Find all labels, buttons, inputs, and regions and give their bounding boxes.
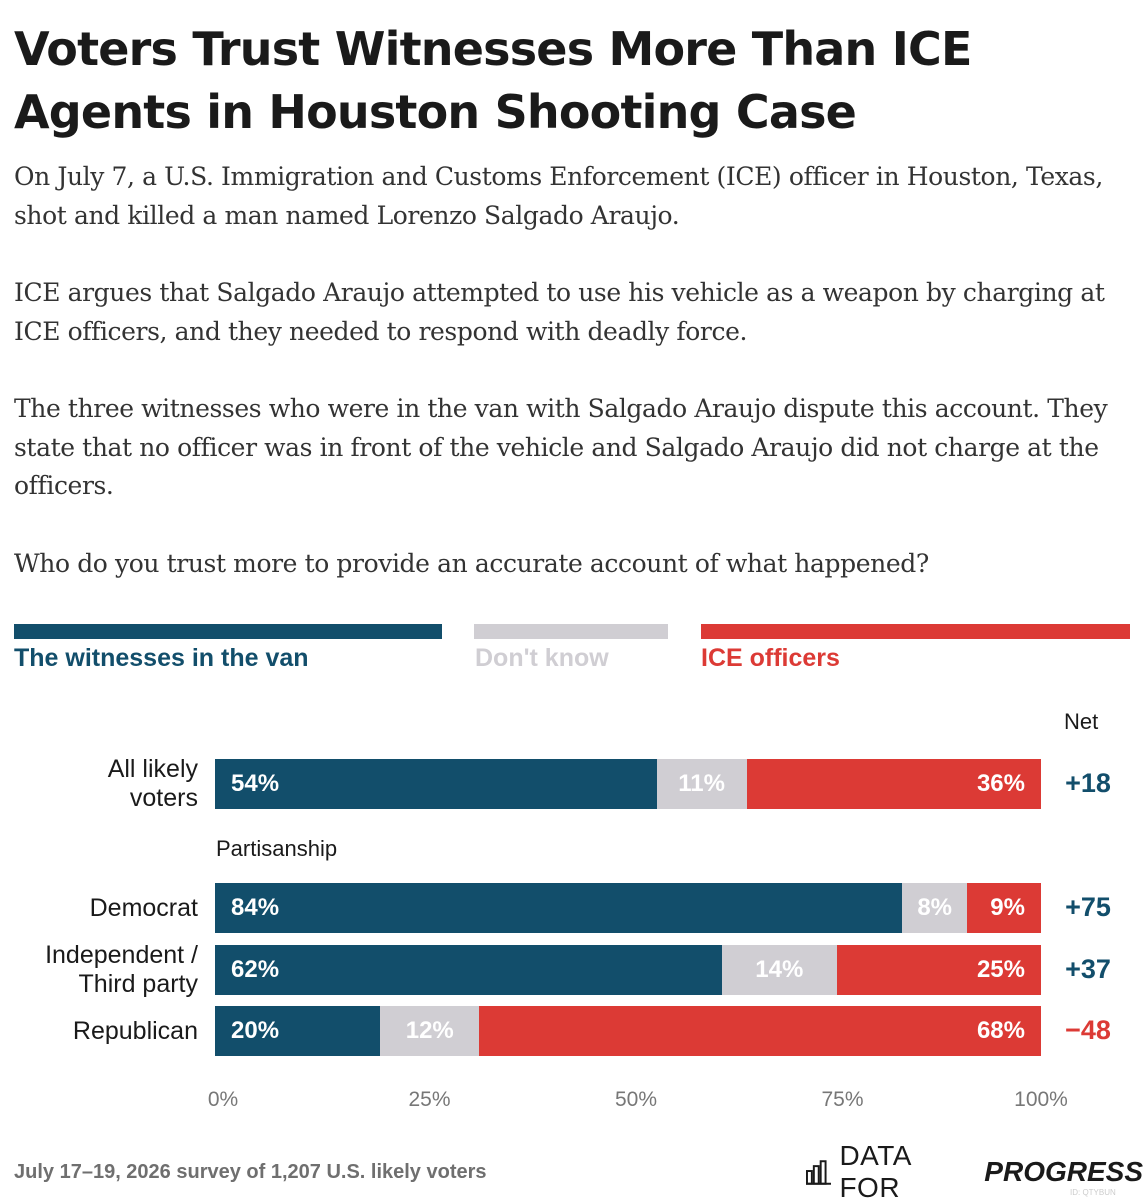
row-label-republican: Republican [72,1016,198,1045]
chart-title: Voters Trust Witnesses More Than ICE Age… [14,22,972,139]
ice-argument-paragraph: ICE argues that Salgado Araujo attempted… [14,278,1105,346]
bar-segment-democrat-dont-know: 8% [901,883,968,933]
bar-segment-all-likely-voters-witnesses: 54% [215,759,657,809]
legend-label-ice: ICE officers [701,644,840,672]
row-label-all-likely-voters: All likely voters [107,755,198,812]
legend-bar-dont-know [474,624,668,639]
logo-text-bold: PROGRESS [984,1156,1143,1187]
bar-segment-republican-dont-know: 12% [380,1006,480,1056]
net-value-republican: −48 [1065,1015,1111,1045]
x-tick-label: 0% [207,1088,239,1111]
bar-label-republican-dont-know: 12% [405,1017,454,1044]
bar-segment-all-likely-voters-dont-know: 11% [656,759,747,809]
x-tick-label: 75% [821,1088,864,1111]
bar-chart-icon [806,1160,832,1185]
bar-label-all-likely-voters-dont-know: 11% [678,770,725,797]
bar-segment-republican-witnesses: 20% [215,1006,381,1056]
legend-label-dont-know: Don't know [475,644,609,672]
row-label-democrat: Democrat [89,893,198,922]
bar-label-independent-dont-know: 14% [755,956,804,983]
bar-segment-democrat-ice: 9% [967,883,1041,933]
x-tick-label: 25% [408,1088,451,1111]
bar-label-all-likely-voters-ice: 36% [976,770,1025,797]
row-label-independent: Independent / Third party [45,941,198,998]
bar-segment-democrat-witnesses: 84% [215,883,902,933]
bar-segment-independent-ice: 25% [836,945,1041,995]
bar-label-republican-ice: 68% [976,1017,1025,1044]
bar-label-republican-witnesses: 20% [231,1017,280,1044]
net-value-all-likely-voters: +18 [1065,768,1111,798]
x-tick-label: 50% [614,1088,658,1111]
bar-segment-independent-dont-know: 14% [722,945,837,995]
data-for-progress-logo: DATA FOR PROGRESS [806,1140,1143,1200]
net-header: Net [1064,709,1099,734]
legend-bar-witnesses [14,624,442,639]
net-value-independent: +37 [1065,954,1111,984]
logo-text-regular: DATA FOR [839,1140,911,1200]
bar-label-independent-ice: 25% [976,956,1025,983]
legend-label-witnesses: The witnesses in the van [14,644,309,672]
bar-label-democrat-ice: 9% [990,894,1025,921]
bar-segment-all-likely-voters-ice: 36% [746,759,1041,809]
chart-id: ID: QTYBUN [1070,1188,1116,1197]
legend-bar-ice [701,624,1130,639]
bar-label-independent-witnesses: 62% [231,956,280,983]
bar-label-democrat-witnesses: 84% [231,894,280,921]
question-paragraph: Who do you trust more to provide an accu… [14,549,929,578]
bar-segment-republican-ice: 68% [479,1006,1041,1056]
bar-segment-independent-witnesses: 62% [215,945,723,995]
partisanship-label: Partisanship [216,836,338,861]
survey-footnote: July 17–19, 2026 survey of 1,207 U.S. li… [14,1161,487,1183]
witness-paragraph: The three witnesses who were in the van … [14,394,1108,500]
bar-label-democrat-dont-know: 8% [917,894,953,921]
net-value-democrat: +75 [1065,892,1111,922]
intro-paragraph: On July 7, a U.S. Immigration and Custom… [14,162,1103,230]
bar-label-all-likely-voters-witnesses: 54% [231,770,280,797]
x-tick-label: 100% [1014,1088,1068,1111]
